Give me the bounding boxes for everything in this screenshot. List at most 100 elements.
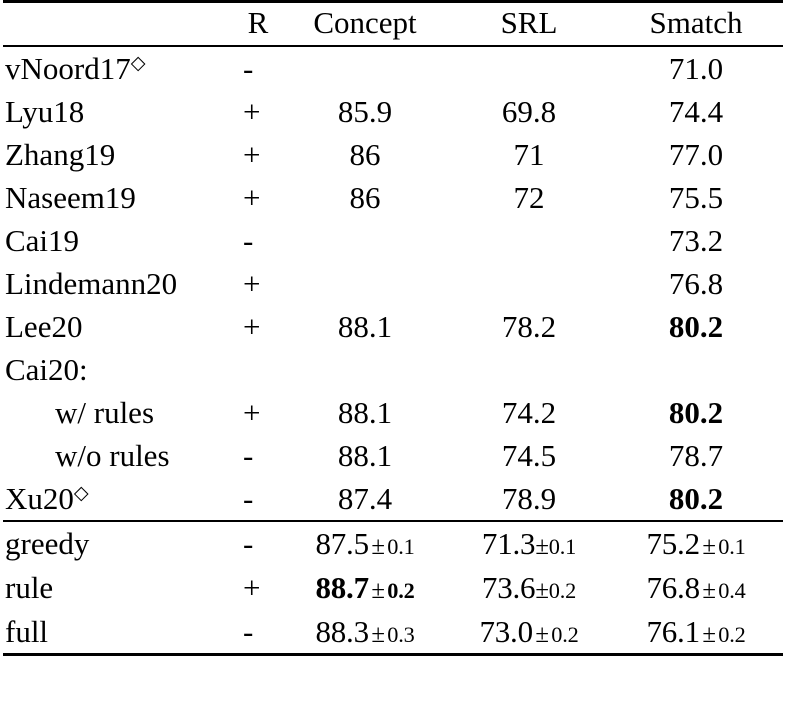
plus-minus-icon: ± [371,576,385,604]
plus-minus-icon: ± [702,576,716,604]
cell-smatch: 80.2 [668,309,724,344]
measurement-mean: 88.3 [315,613,369,649]
table-row: Lee20 +88.1 78.2 80.2 [3,305,783,348]
column-header-smatch: Smatch [609,3,783,47]
cell-concept: 86 [349,180,381,215]
cell-r: - [243,613,254,649]
cell-model: Lee20 [3,305,235,348]
cell-concept: 86 [349,137,381,172]
cell-concept [281,348,449,391]
rule-bottom [3,653,783,658]
measurement-mean: 71.3 [481,526,536,561]
cell-model: vNoord17◇ [3,46,235,90]
cell-srl: 71.3±0.1 [449,520,609,566]
plus-minus-icon: ± [702,533,716,560]
measurement: 73.6±0.2 [482,572,576,604]
cell-r: + [243,569,261,605]
cell-srl: 74.2 [501,395,557,430]
column-header-srl: SRL [449,3,609,47]
column-header-r: R [235,3,281,47]
measurement-error: 0.4 [718,577,746,603]
plus-minus-icon: ± [371,620,385,648]
table-row: w/o rules - 88.1 74.5 78.7 [3,434,783,477]
plus-minus-icon: ± [535,576,549,604]
plus-minus-icon: ± [371,533,385,560]
cell-r: - [243,223,254,258]
cell-r: + [243,180,261,215]
cell-srl: 78.9 [501,481,557,516]
plus-minus-icon: ± [535,533,549,560]
table-row: Cai19 - 73.2 [3,219,783,262]
measurement-error: 0.3 [387,621,415,647]
cell-r: - [235,520,281,566]
cell-model: w/ rules [3,391,235,434]
model-name: Lindemann20 [5,266,178,301]
cell-srl [449,348,609,391]
cell-srl: 69.8 [501,94,557,129]
table-row: Zhang19 +86 71 77.0 [3,133,783,176]
cell-smatch: 71.0 [668,51,724,86]
model-name: Naseem19 [5,180,136,215]
cell-r: - [243,481,254,516]
cell-r: + [243,94,261,129]
cell-r [235,348,281,391]
table-row: Naseem19 +86 72 75.5 [3,176,783,219]
cell-srl: 71 [513,137,545,172]
model-name: w/o rules [55,438,170,473]
measurement-error: 0.2 [387,577,415,603]
cell-concept: 87.4 [337,481,393,516]
cell-concept: 85.9 [337,94,393,129]
cell-concept [281,262,449,305]
cell-concept: 88.1 [337,309,393,344]
table-row: Lyu18 +85.9 69.8 74.4 [3,90,783,133]
table-row: greedy -87.5± 0.1 71.3±0.1 75.2± 0.1 [3,520,783,566]
measurement: 75.2± 0.1 [646,528,745,560]
diamond-icon: ◇ [73,483,89,505]
cell-concept: 88.1 [337,438,393,473]
cell-srl [449,219,609,262]
rule-top [3,0,783,4]
measurement: 76.1± 0.2 [646,616,745,648]
measurement-error: 0.2 [548,577,577,603]
model-name: Lee20 [5,309,83,344]
cell-concept: 88.1 [337,395,393,430]
cell-model: Cai19 [3,219,235,262]
model-name: Cai19 [5,223,80,258]
model-name: Zhang19 [5,137,116,172]
measurement: 71.3±0.1 [482,528,576,560]
cell-srl [449,46,609,90]
table-row: vNoord17◇ -71.0 [3,46,783,90]
measurement-mean: 73.0 [479,613,533,649]
measurement: 76.8± 0.4 [646,572,745,604]
cell-model: greedy [3,520,235,566]
measurement-mean: 88.7 [315,569,369,605]
measurement-error: 0.1 [548,534,577,559]
measurement-mean: 76.8 [646,569,700,605]
cell-r: - [243,438,254,473]
model-name: Cai20: [5,352,88,387]
cell-smatch: 75.5 [668,180,724,215]
measurement-error: 0.1 [718,534,746,559]
cell-concept: 88.3± 0.3 [281,610,449,655]
our-system-rows: greedy -87.5± 0.1 71.3±0.1 75.2± 0.1 rule +88.7… [3,520,783,655]
cell-r: + [243,137,261,172]
cell-smatch: 80.2 [668,481,724,516]
cell-srl: 72 [513,180,545,215]
measurement: 88.7± 0.2 [315,572,414,604]
cell-r: + [243,395,261,430]
plus-minus-icon: ± [535,620,549,648]
column-header-model [3,3,235,47]
table-header: R Concept SRL Smatch [3,0,783,47]
cell-model: Lindemann20 [3,262,235,305]
measurement-mean: 73.6 [481,569,536,605]
cell-smatch: 74.4 [668,94,724,129]
model-name: Xu20 [5,481,74,516]
cell-smatch [609,348,783,391]
plus-minus-icon: ± [702,620,716,648]
measurement-mean: 76.1 [646,613,700,649]
cell-srl: 78.2 [501,309,557,344]
cell-model: rule [5,569,54,605]
cell-model: w/o rules [3,434,235,477]
cell-concept [281,219,449,262]
table-row: Cai20: [3,348,783,391]
